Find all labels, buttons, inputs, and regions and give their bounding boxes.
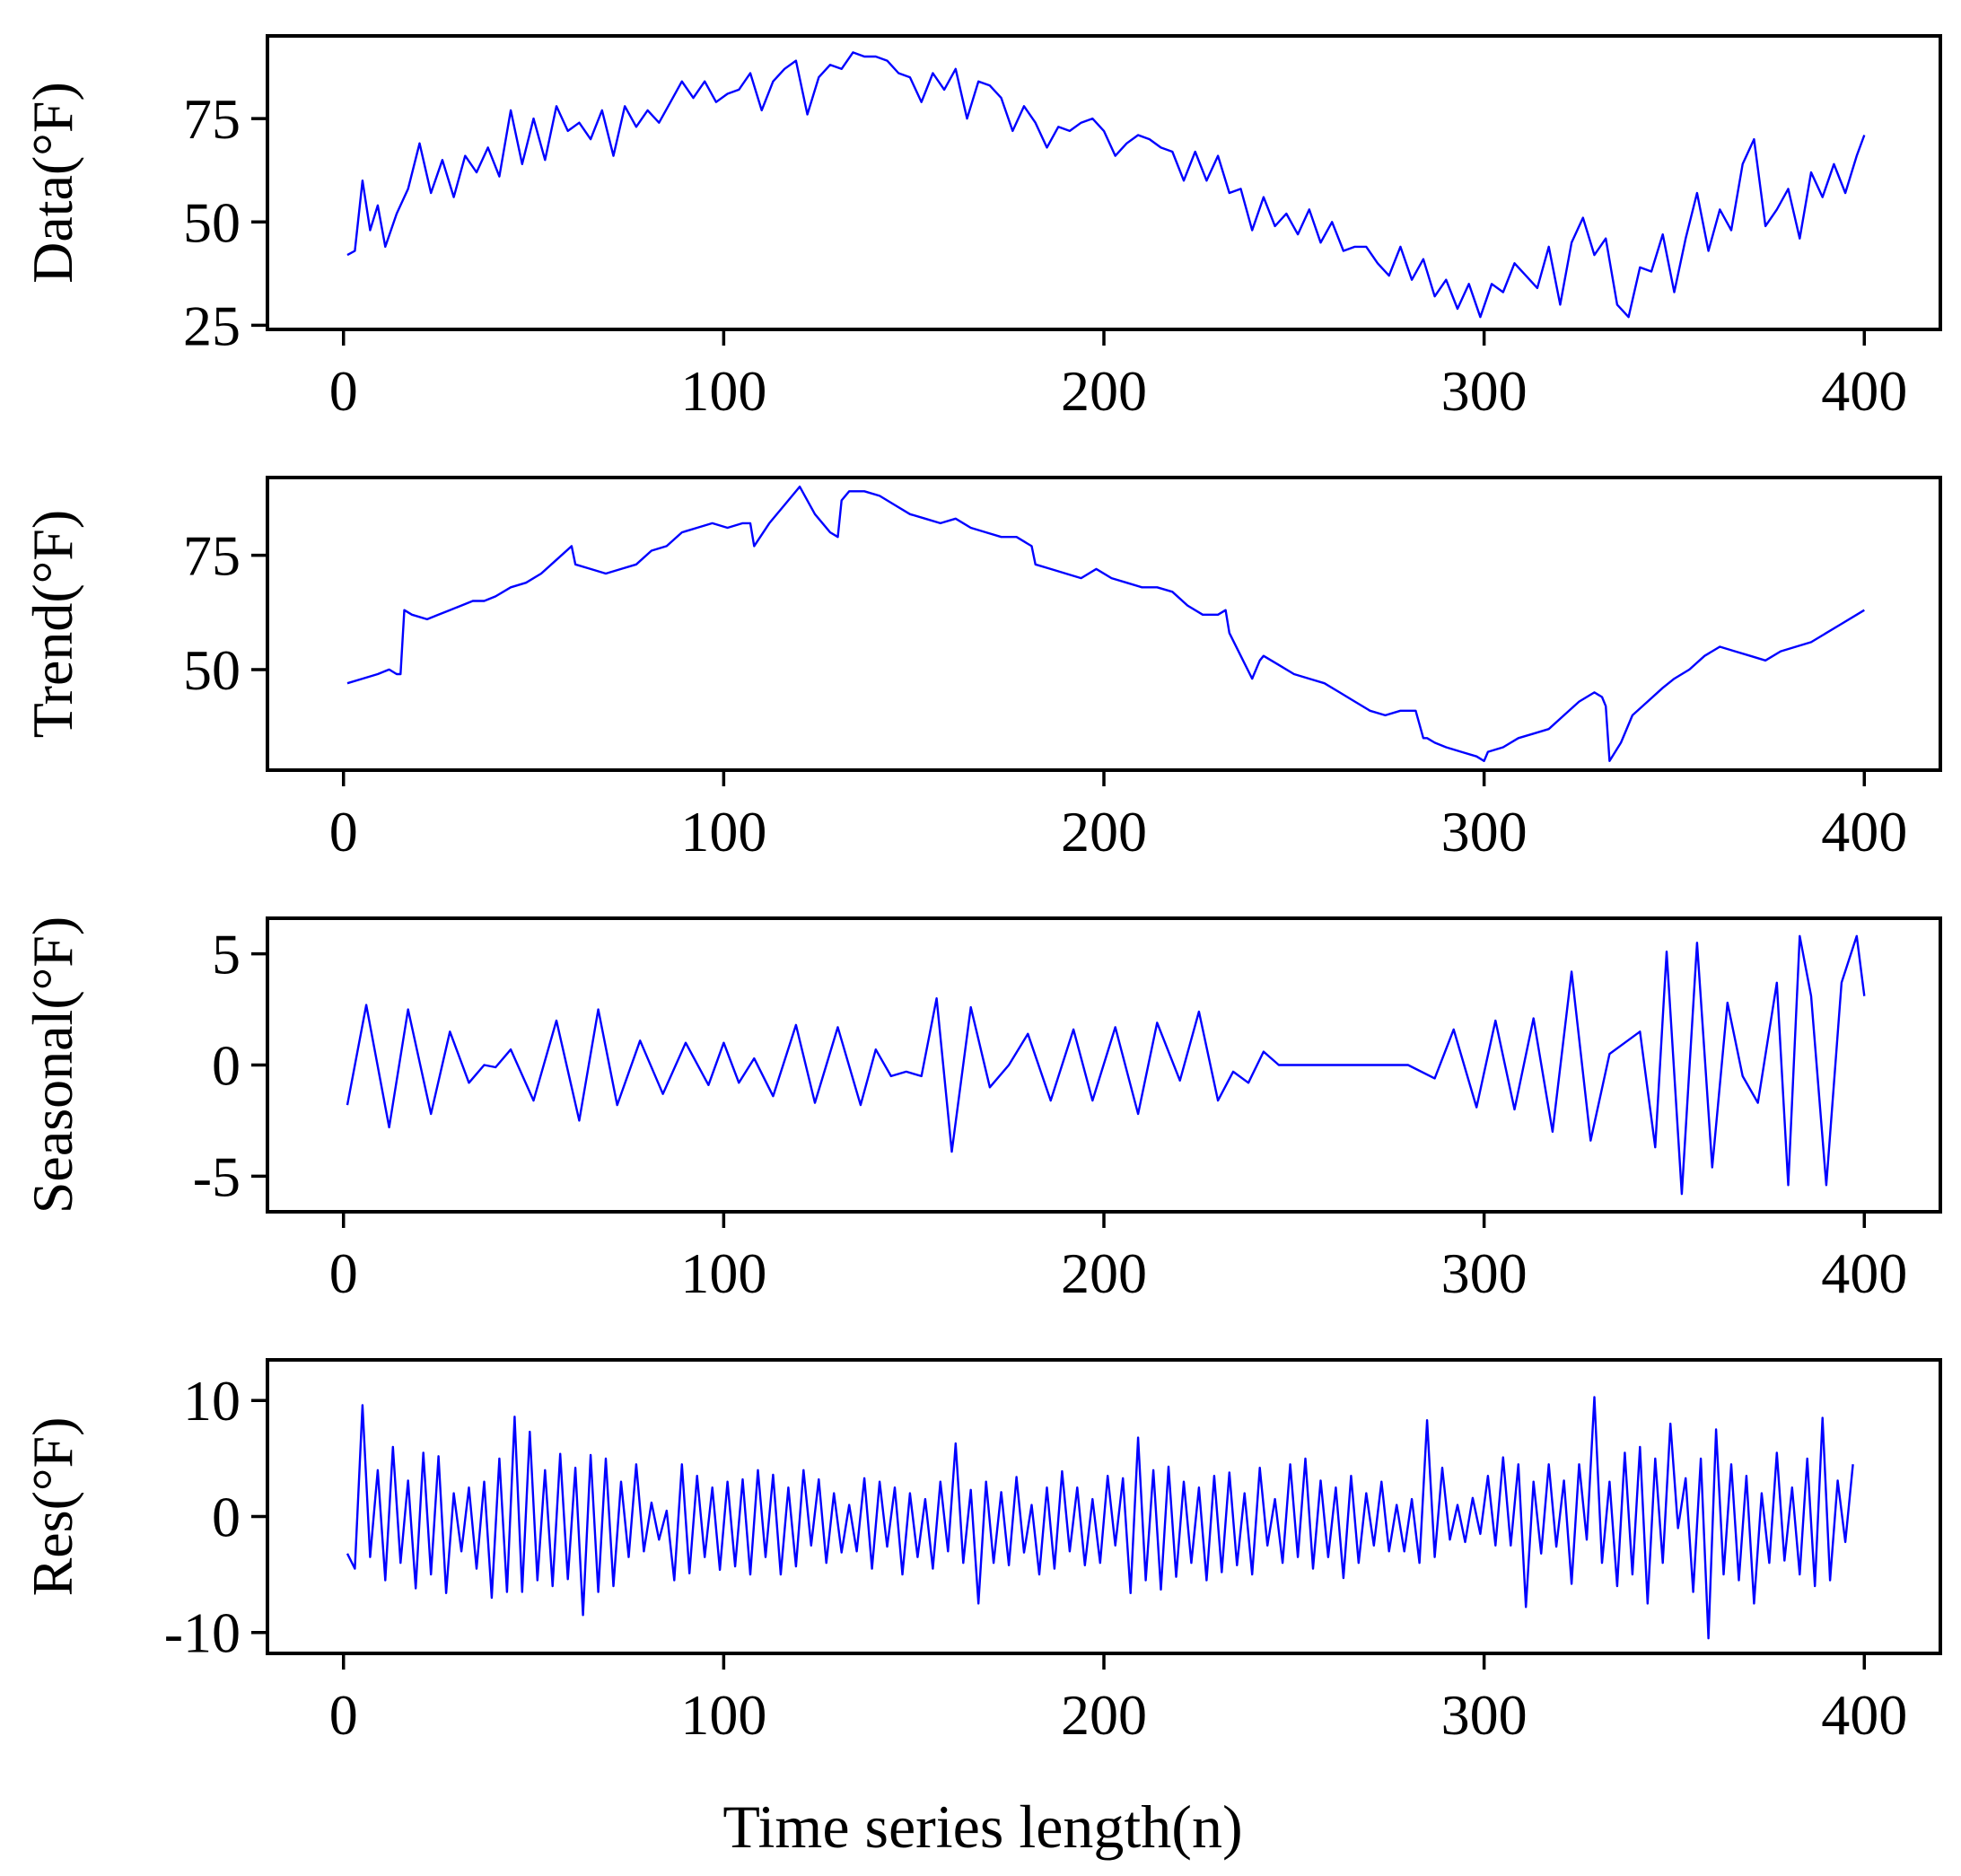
y-tick-label: 50 <box>183 190 241 254</box>
x-tick-label: 400 <box>1821 359 1907 423</box>
series-line-data <box>346 51 1866 319</box>
x-axis-title: Time series length(n) <box>722 1793 1242 1861</box>
y-axis-title: Seasonal(°F) <box>21 916 84 1214</box>
y-tick-label: 75 <box>183 87 241 151</box>
x-tick-label: 200 <box>1061 1683 1147 1747</box>
y-tick-label: 25 <box>183 294 241 357</box>
x-tick-label: 200 <box>1061 800 1147 863</box>
x-tick-label: 0 <box>329 1683 358 1747</box>
y-tick-label: 10 <box>183 1369 241 1433</box>
x-tick-label: 100 <box>680 1241 766 1305</box>
y-tick-label: 75 <box>183 524 241 588</box>
y-tick-label: 0 <box>212 1034 241 1098</box>
y-tick-label: 5 <box>212 923 241 986</box>
x-tick-label: 0 <box>329 1241 358 1305</box>
panel-trend: 0 100 200 300 400 50 75 Trend(°F) <box>21 476 1942 863</box>
x-tick-label: 200 <box>1061 1241 1147 1305</box>
x-tick-label: 400 <box>1821 1241 1907 1305</box>
y-tick-label: 0 <box>212 1485 241 1548</box>
plot-frame <box>266 476 1942 772</box>
x-tick-label: 200 <box>1061 359 1147 423</box>
y-tick-label: 50 <box>183 638 241 702</box>
series-line-seasonal <box>346 934 1866 1196</box>
x-tick-label: 300 <box>1441 800 1528 863</box>
y-tick-label: -10 <box>164 1601 241 1665</box>
panel-residual: 0 100 200 300 400 -10 0 10 Res(°F) <box>21 1358 1942 1747</box>
x-tick-label: 100 <box>680 1683 766 1747</box>
series-line-trend <box>346 486 1865 762</box>
plot-frame <box>266 34 1942 331</box>
x-tick-label: 0 <box>329 800 358 863</box>
x-tick-label: 300 <box>1441 1241 1528 1305</box>
y-axis-title: Res(°F) <box>21 1417 84 1597</box>
x-tick-label: 300 <box>1441 1683 1528 1747</box>
x-tick-label: 400 <box>1821 1683 1907 1747</box>
panel-seasonal: 0 100 200 300 400 -5 0 5 Seasonal(°F) <box>21 916 1942 1305</box>
x-tick-label: 400 <box>1821 800 1907 863</box>
y-axis-title: Data(°F) <box>21 82 84 284</box>
y-axis-title: Trend(°F) <box>21 510 84 738</box>
x-tick-label: 0 <box>329 359 358 423</box>
x-tick-label: 300 <box>1441 359 1528 423</box>
series-line-residual <box>346 1396 1854 1640</box>
y-tick-label: -5 <box>193 1144 241 1208</box>
x-tick-label: 100 <box>680 800 766 863</box>
panel-data: 0 100 200 300 400 25 50 75 Data(°F) <box>21 34 1942 423</box>
x-tick-label: 100 <box>680 359 766 423</box>
